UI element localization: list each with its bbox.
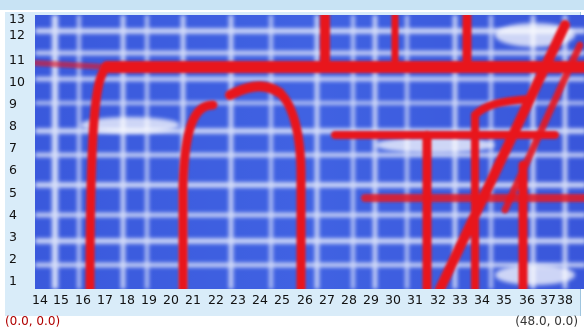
y-tick: 12	[9, 27, 25, 42]
x-tick: 27	[319, 292, 335, 307]
x-tick: 28	[341, 292, 357, 307]
x-tick: 18	[119, 292, 135, 307]
y-tick: 5	[9, 185, 17, 200]
ridge-arch-right	[275, 88, 306, 289]
ridge-left-vertical	[85, 62, 112, 289]
x-tick: 38	[557, 292, 573, 307]
x-tick: 33	[452, 292, 468, 307]
y-tick: 8	[9, 118, 17, 133]
ridge-diagonal-2	[501, 41, 584, 214]
y-tick: 3	[9, 229, 17, 244]
heatmap-svg	[35, 15, 584, 289]
x-tick: 22	[208, 292, 224, 307]
x-tick: 14	[32, 292, 48, 307]
x-tick: 17	[97, 292, 113, 307]
heatmap-canvas[interactable]	[35, 15, 584, 289]
y-tick: 4	[9, 207, 17, 222]
x-tick: 26	[297, 292, 313, 307]
y-tick: 1	[9, 273, 17, 288]
ridge-vertical-right-2	[471, 95, 534, 289]
x-tick: 34	[474, 292, 490, 307]
x-tick: 35	[496, 292, 512, 307]
x-tick: 29	[363, 292, 379, 307]
coord-readout-right: (48.0, 0.0)	[515, 314, 578, 328]
x-tick: 15	[53, 292, 69, 307]
x-tick: 24	[252, 292, 268, 307]
x-tick: 37	[540, 292, 556, 307]
y-tick: 9	[9, 96, 17, 111]
x-tick: 19	[141, 292, 157, 307]
ridge-diagonal	[435, 20, 570, 289]
coord-readout-left: (0.0, 0.0)	[5, 314, 61, 328]
plot-area: 13 12 11 10 9 8 7 6 5 4 3 2 1	[5, 12, 584, 316]
x-axis-labels: 14 15 16 17 18 19 20 21 22 23 24 25 26 2…	[32, 292, 584, 312]
x-tick: 32	[430, 292, 446, 307]
y-tick: 11	[9, 52, 25, 67]
x-tick: 23	[230, 292, 246, 307]
x-tick: 21	[185, 292, 201, 307]
ridge-lines	[35, 15, 584, 289]
ridge-left-tail	[35, 60, 110, 70]
y-tick: 6	[9, 162, 17, 177]
ridge-arch-left	[178, 100, 218, 289]
top-bar	[0, 0, 584, 10]
x-tick: 36	[519, 292, 535, 307]
y-axis-labels: 13 12 11 10 9 8 7 6 5 4 3 2 1	[5, 12, 35, 316]
x-tick: 25	[274, 292, 290, 307]
y-tick: 2	[9, 251, 17, 266]
y-tick: 7	[9, 140, 17, 155]
x-tick: 16	[75, 292, 91, 307]
y-tick: 10	[9, 74, 25, 89]
x-tick: 20	[163, 292, 179, 307]
x-tick: 30	[385, 292, 401, 307]
x-tick: 31	[407, 292, 423, 307]
y-tick: 13	[9, 11, 25, 26]
